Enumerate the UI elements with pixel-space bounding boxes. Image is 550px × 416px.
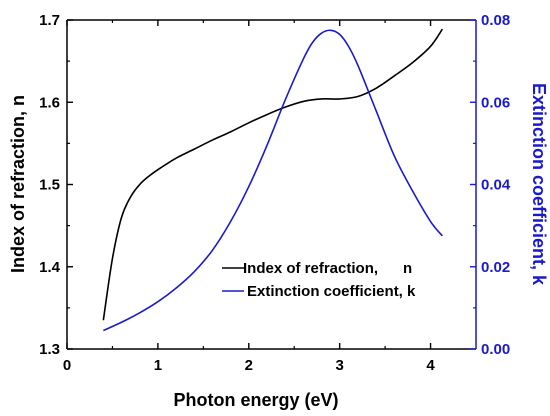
x-tick-label: 3: [335, 357, 343, 374]
right-y-tick-label: 0.02: [481, 259, 510, 276]
left-y-axis-ticks: 1.3 1.4 1.5 1.6 1.7: [39, 12, 73, 358]
left-y-tick-label: 1.7: [39, 12, 60, 29]
series-line-n: [102, 28, 444, 321]
right-y-tick-label: 0.06: [481, 94, 510, 111]
legend: Index of refraction, n Extinction coeffi…: [222, 260, 416, 300]
right-y-tick-label: 0.04: [481, 177, 511, 194]
x-tick-label: 1: [154, 357, 162, 374]
x-tick-label: 4: [426, 357, 435, 374]
series-layer: [102, 28, 444, 332]
right-y-tick-label: 0.00: [481, 341, 510, 358]
x-axis-title: Photon energy (eV): [173, 390, 338, 410]
legend-label-n: Index of refraction, n: [243, 260, 412, 277]
left-y-tick-label: 1.4: [39, 259, 61, 276]
x-tick-label: 0: [63, 357, 71, 374]
left-y-axis-title: Index of refraction, n: [8, 95, 28, 273]
right-y-axis-title: Extinction coefficient, k: [529, 83, 549, 286]
left-y-tick-label: 1.5: [39, 177, 60, 194]
x-axis-ticks: 0 1 2 3 4: [63, 20, 435, 374]
right-y-tick-label: 0.08: [481, 12, 510, 29]
series-line-k: [103, 29, 443, 332]
legend-label-k: Extinction coefficient, k: [247, 283, 416, 300]
right-y-axis-ticks: 0.00 0.02 0.04 0.06 0.08: [470, 12, 511, 358]
x-tick-label: 2: [245, 357, 253, 374]
left-y-tick-label: 1.3: [39, 341, 60, 358]
left-y-tick-label: 1.6: [39, 94, 60, 111]
